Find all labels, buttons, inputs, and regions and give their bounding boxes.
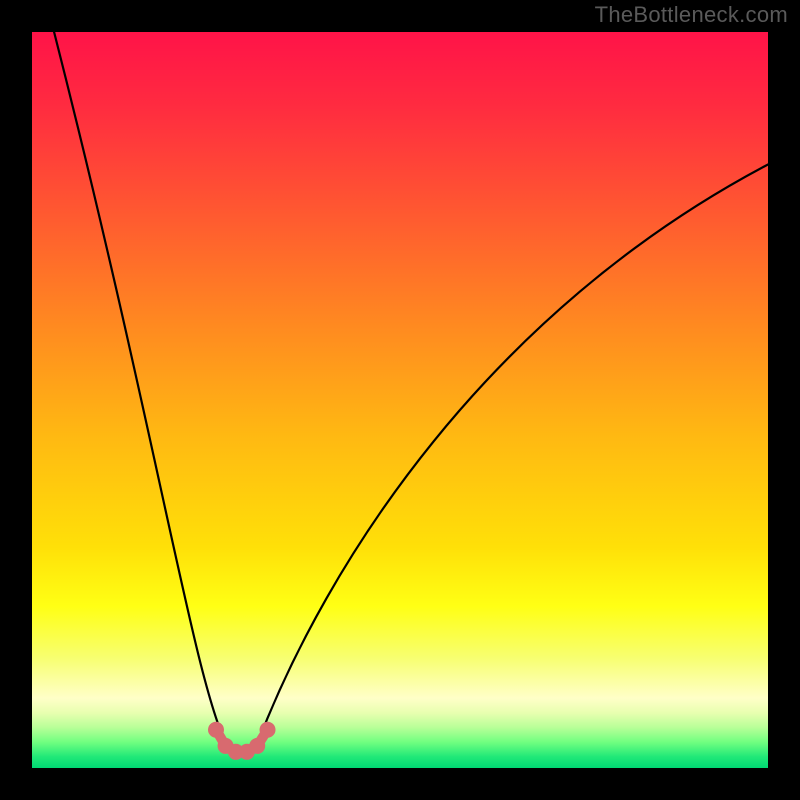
plot-inner bbox=[32, 32, 768, 768]
marker-point bbox=[208, 722, 224, 738]
marker-point bbox=[260, 722, 276, 738]
plot-svg bbox=[32, 32, 768, 768]
watermark-text: TheBottleneck.com bbox=[595, 2, 788, 28]
marker-point bbox=[249, 738, 265, 754]
gradient-bg bbox=[32, 32, 768, 768]
chart-root: TheBottleneck.com bbox=[0, 0, 800, 800]
plot-area bbox=[32, 32, 768, 768]
